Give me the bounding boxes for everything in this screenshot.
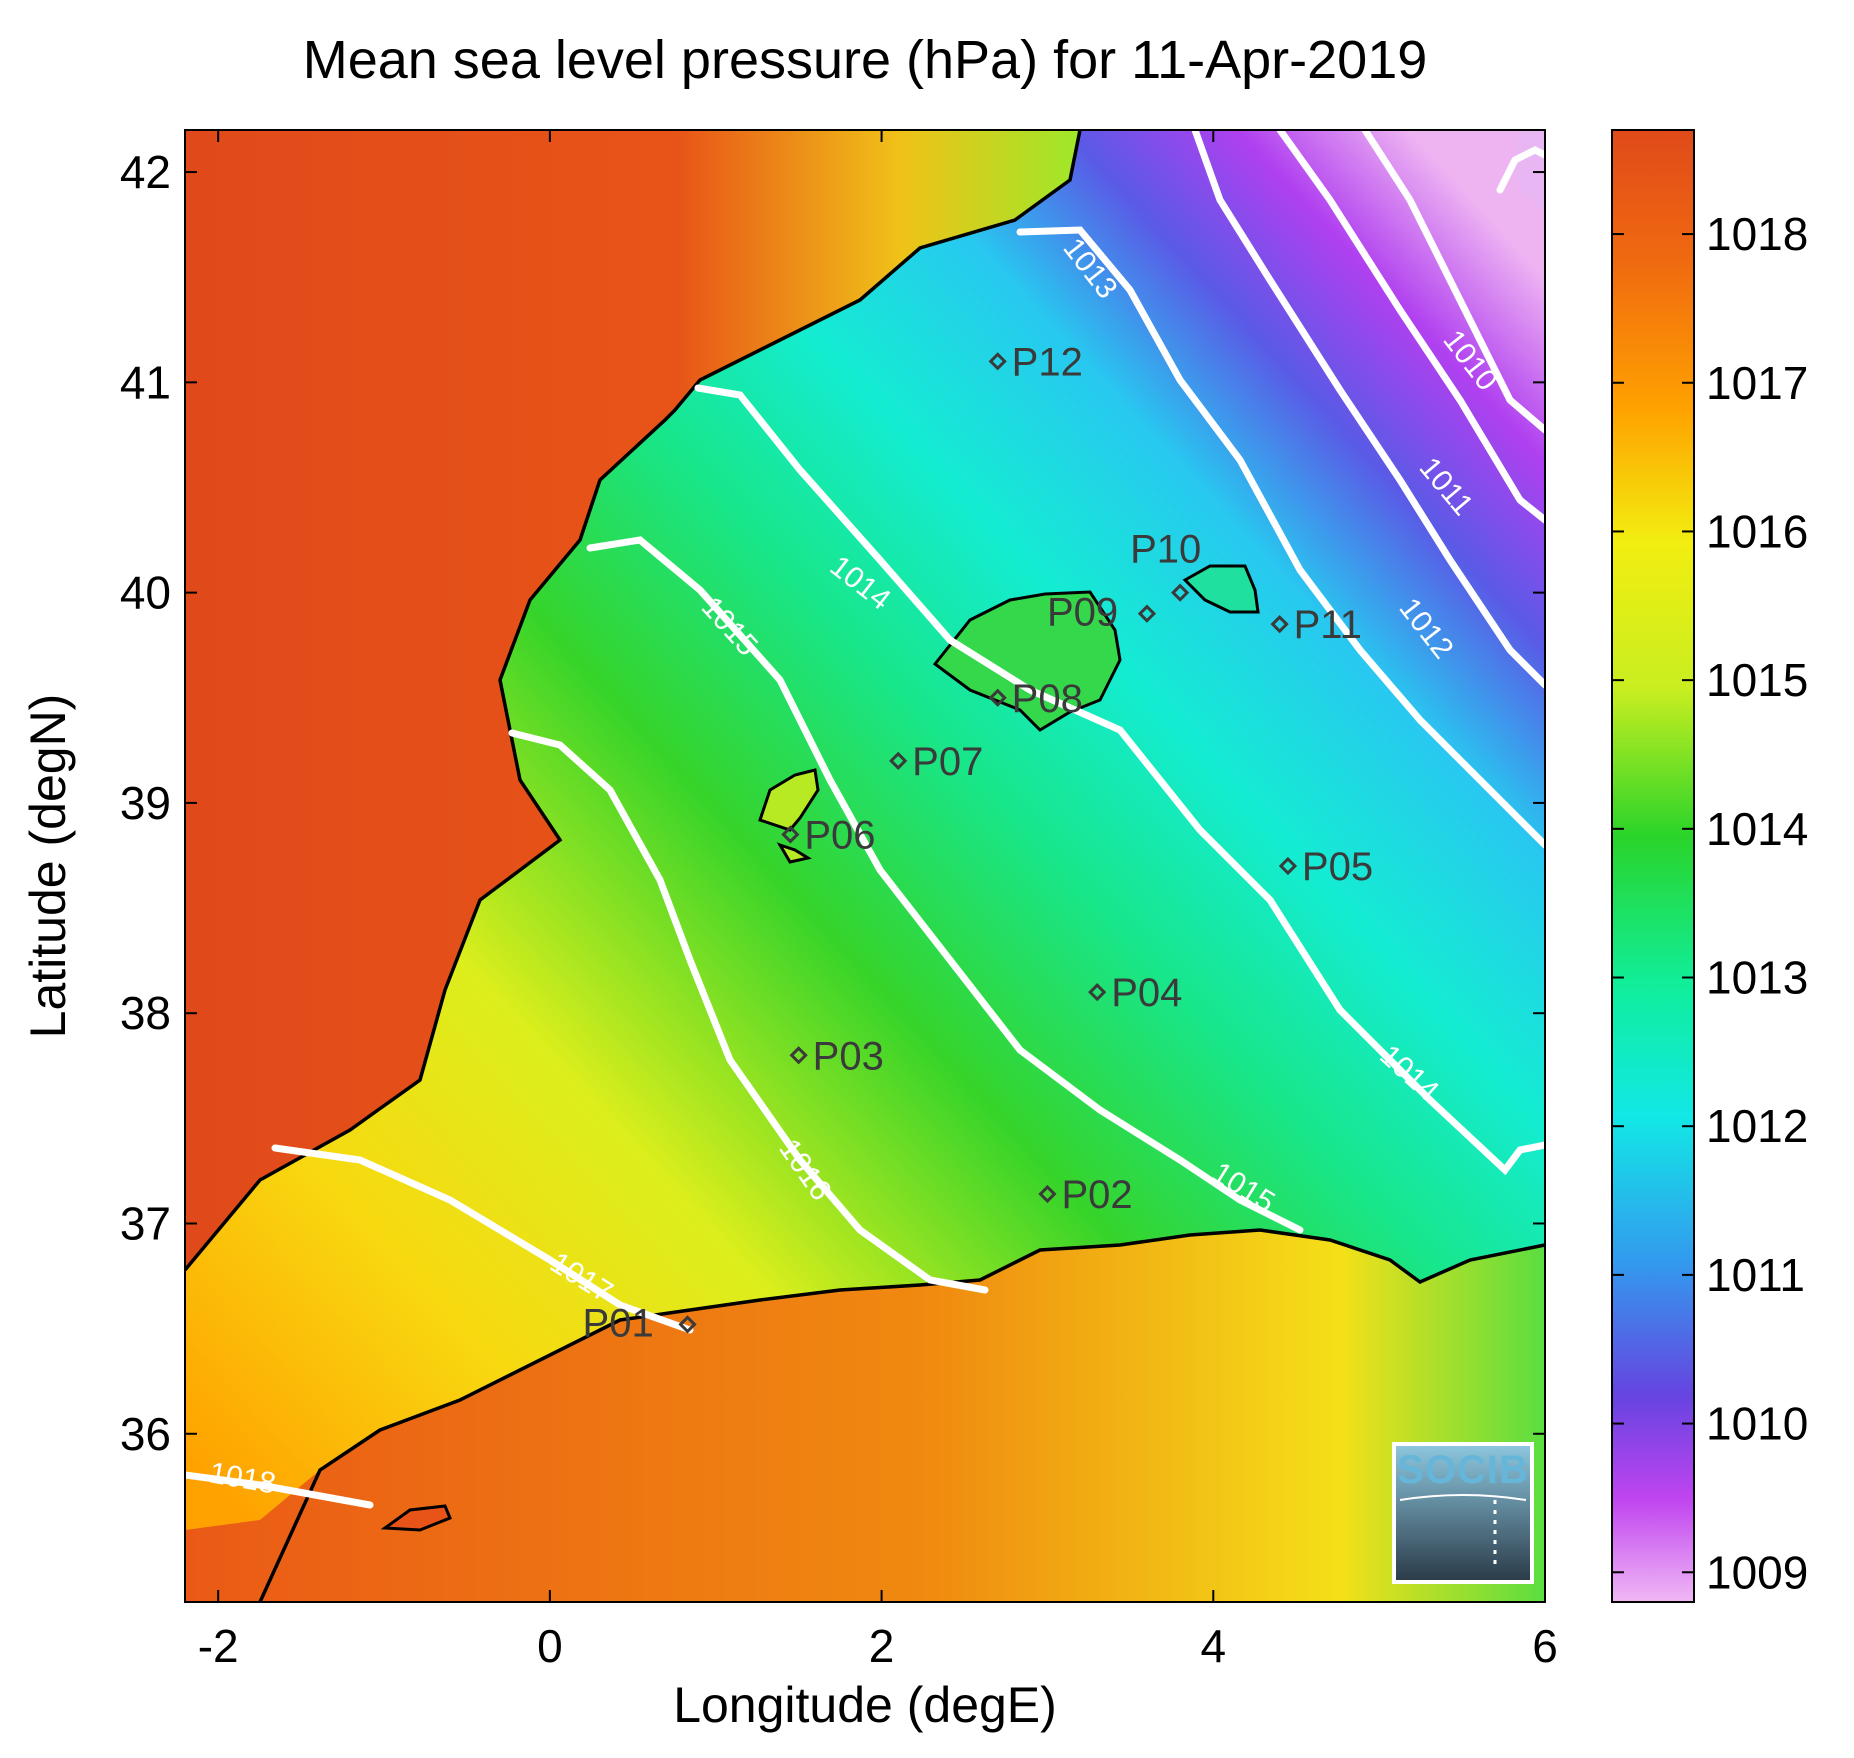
africa-land <box>185 1230 1545 1602</box>
station-marker <box>1278 856 1298 876</box>
colorbar-tick-label: 1013 <box>1706 952 1808 1004</box>
colorbar <box>1611 129 1695 1603</box>
station-marker <box>781 825 800 844</box>
isobar-1013 <box>1016 226 1545 849</box>
chart-title: Mean sea level pressure (hPa) for 11-Apr… <box>303 30 1428 90</box>
y-tick-label: 38 <box>120 987 171 1039</box>
station-label: P07 <box>912 740 983 784</box>
colorbar-tick-label: 1009 <box>1706 1546 1808 1598</box>
isobar-contours <box>185 130 1545 1509</box>
x-axis-label: Longitude (degE) <box>673 1677 1057 1733</box>
formentera-island <box>776 842 812 864</box>
station-marker <box>988 352 1007 371</box>
station-marker <box>1170 583 1190 602</box>
x-tick-label: 0 <box>537 1620 563 1672</box>
station-marker <box>1088 983 1107 1002</box>
y-tick-label: 42 <box>120 146 171 198</box>
station-label: P12 <box>1012 340 1083 384</box>
station-label: P03 <box>813 1034 884 1078</box>
x-tick-label: -2 <box>198 1620 239 1672</box>
station-label: P02 <box>1061 1173 1132 1217</box>
station-marker <box>678 1315 697 1334</box>
colorbar-tick-label: 1015 <box>1706 654 1808 706</box>
isobar-1014 <box>694 384 1545 1176</box>
station-label: P06 <box>804 813 875 857</box>
colorbar-tick-label: 1017 <box>1706 357 1808 409</box>
isobar-1010 <box>1361 130 1545 434</box>
station-label: P10 <box>1130 528 1201 572</box>
station-markers: P01 P02 P03 P04 P05 P06 P07 P08 P09 P10 P11 P12 <box>583 340 1374 1345</box>
logo-text: SOCIB <box>1397 1448 1529 1492</box>
iberian-coastline <box>185 130 1082 1272</box>
station-label: P04 <box>1111 971 1182 1015</box>
y-tick-label: 36 <box>120 1408 171 1460</box>
isobar-1015 <box>586 536 1304 1234</box>
isobar-1009 <box>1496 146 1545 194</box>
station-marker <box>988 688 1007 707</box>
station-marker <box>789 1046 808 1065</box>
x-tick-label: 4 <box>1200 1620 1226 1672</box>
x-axis-ticks: -2 0 2 4 6 <box>198 130 1558 1672</box>
y-tick-label: 41 <box>120 356 171 408</box>
x-tick-label: 2 <box>869 1620 895 1672</box>
iberia-land <box>185 130 1080 1270</box>
y-tick-label: 39 <box>120 777 171 829</box>
socib-logo: SOCIB <box>1392 1442 1534 1584</box>
station-marker <box>1137 604 1157 623</box>
isobar-1016 <box>508 729 989 1294</box>
station-marker <box>889 751 908 770</box>
station-label: P11 <box>1294 603 1362 647</box>
pressure-map-plot <box>185 130 1545 1602</box>
station-label: P05 <box>1302 845 1373 889</box>
y-tick-label: 40 <box>120 567 171 619</box>
isobar-1017 <box>271 1144 694 1334</box>
isobar-1018 <box>185 1471 374 1509</box>
colorbar-tick-label: 1014 <box>1706 803 1808 855</box>
colorbar-tick-label: 1018 <box>1706 208 1808 260</box>
colorbar-tick-label: 1016 <box>1706 505 1808 557</box>
station-label: P01 <box>583 1301 654 1345</box>
y-axis-label: Latitude (degN) <box>20 694 76 1039</box>
y-axis-ticks: 36 37 38 39 40 41 42 <box>120 146 1545 1460</box>
isobar-1011 <box>1276 130 1545 524</box>
isobar-1012 <box>1191 130 1545 689</box>
x-tick-label: 6 <box>1532 1620 1558 1672</box>
colorbar-ticks: 1009 1010 1011 1012 1013 1014 1015 1016 1017 1018 <box>1612 208 1808 1598</box>
colorbar-tick-label: 1012 <box>1706 1100 1808 1152</box>
station-label: P08 <box>1012 677 1083 721</box>
station-label: P09 <box>1047 591 1118 635</box>
station-marker <box>1038 1184 1057 1204</box>
colorbar-tick-label: 1010 <box>1706 1398 1808 1450</box>
plot-frame <box>184 129 1546 1603</box>
alboran-island <box>380 1504 452 1532</box>
station-marker <box>1270 615 1289 634</box>
y-tick-label: 37 <box>120 1197 171 1249</box>
colorbar-tick-label: 1011 <box>1706 1249 1805 1301</box>
menorca-island <box>1182 564 1260 614</box>
